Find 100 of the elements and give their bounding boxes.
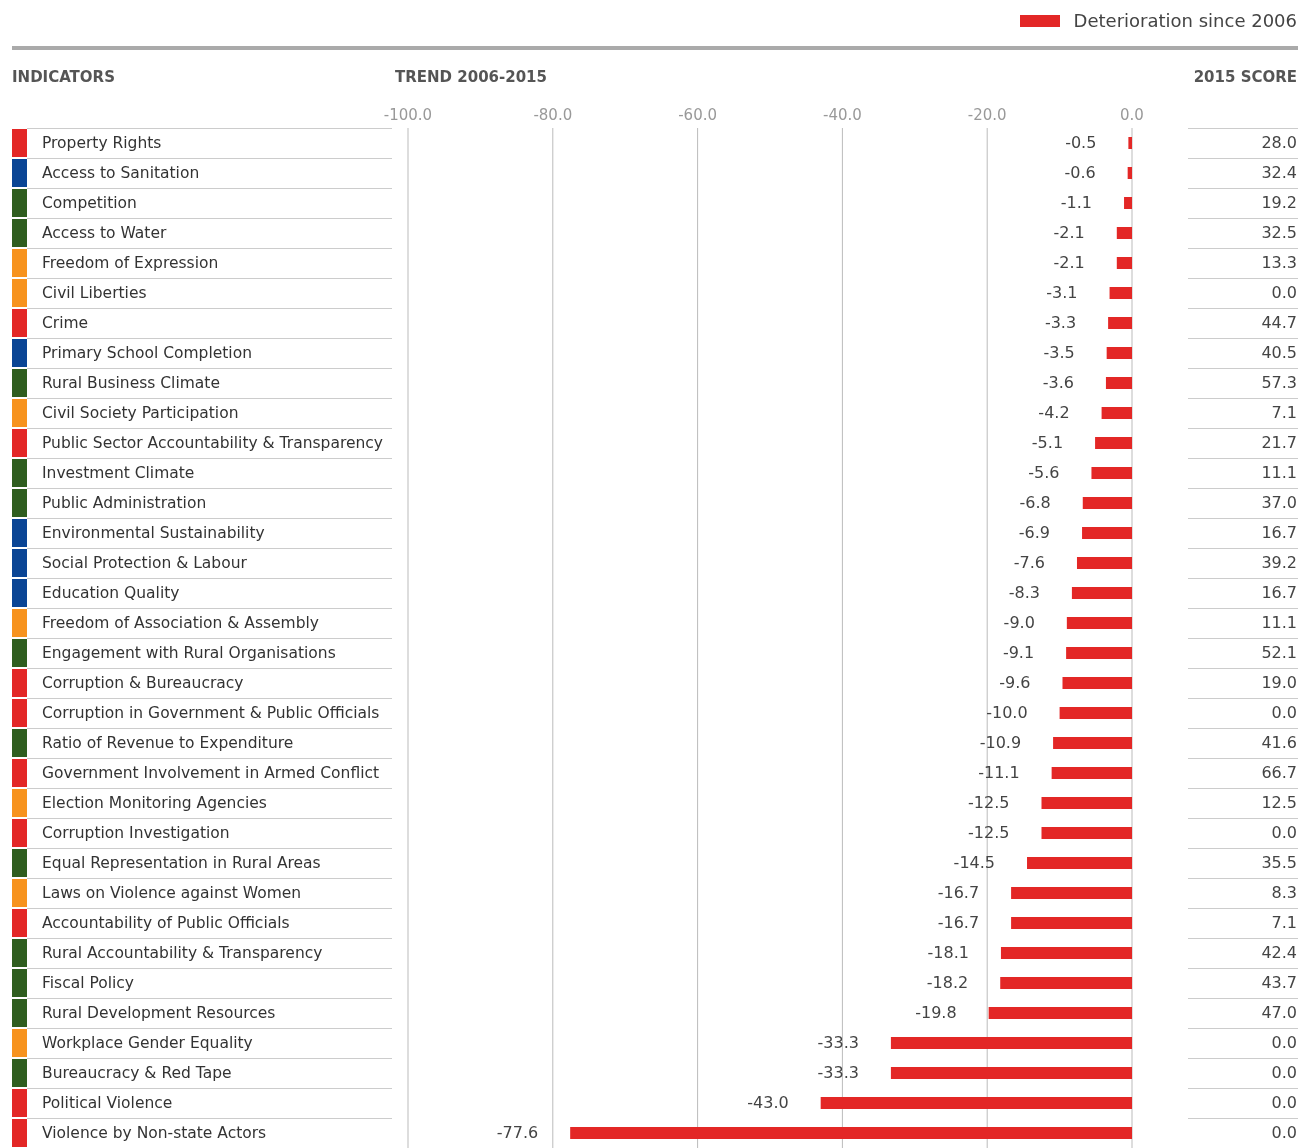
x-tick-label: -80.0 — [533, 106, 573, 124]
data-label: -1.1 — [1060, 193, 1093, 212]
text: 32.5 — [1261, 223, 1297, 242]
data-label: -19.8 — [915, 1003, 957, 1022]
data-label: -9.1 — [1002, 643, 1035, 662]
text: 19.0 — [1261, 673, 1297, 692]
x-tick-label: -20.0 — [967, 106, 1007, 124]
text: 0.0 — [1271, 823, 1297, 842]
y-tick-label: Laws on Violence against Women — [42, 884, 302, 902]
y-tick-label: Rural Development Resources — [42, 1004, 276, 1022]
y-tick-label: Civil Liberties — [42, 284, 147, 302]
y-tick-label: Freedom of Expression — [42, 254, 219, 272]
y-tick-label: Property Rights — [42, 134, 162, 152]
text: 66.7 — [1261, 763, 1297, 782]
legend-label: Deterioration since 2006 — [1072, 10, 1297, 31]
data-label: -33.3 — [817, 1033, 859, 1052]
data-label: -43.0 — [747, 1093, 789, 1112]
y-tick-label: Corruption Investigation — [42, 824, 230, 842]
data-label: -3.1 — [1046, 283, 1078, 302]
data-label: -5.6 — [1028, 463, 1060, 482]
data-label: -2.1 — [1053, 253, 1085, 272]
data-label: -7.6 — [1013, 553, 1045, 572]
text: 44.7 — [1261, 313, 1297, 332]
y-tick-label: Environmental Sustainability — [42, 524, 265, 542]
data-label: -11.1 — [978, 763, 1020, 782]
y-tick-label: Engagement with Rural Organisations — [42, 644, 336, 662]
y-tick-label: Rural Accountability & Transparency — [42, 944, 323, 962]
y-tick-label: Competition — [42, 194, 137, 212]
y-tick-label: Public Sector Accountability & Transparency — [42, 434, 383, 452]
data-label: -10.9 — [979, 733, 1022, 752]
data-label: -12.5 — [968, 793, 1010, 812]
data-label: -5.1 — [1031, 433, 1064, 452]
text: 13.3 — [1261, 253, 1297, 272]
y-tick-label: Crime — [42, 314, 89, 332]
data-label: -3.6 — [1042, 373, 1074, 392]
data-label: -18.1 — [927, 943, 969, 962]
data-label: -6.9 — [1018, 523, 1051, 542]
data-label: -3.5 — [1043, 343, 1075, 362]
text: 0.0 — [1271, 1123, 1297, 1142]
y-tick-label: Public Administration — [42, 494, 207, 512]
text: 7.1 — [1271, 403, 1297, 422]
data-label: -4.2 — [1038, 403, 1070, 422]
y-tick-label: Fiscal Policy — [42, 974, 135, 992]
y-tick-label: Civil Society Participation — [42, 404, 239, 422]
data-label: -77.6 — [496, 1123, 539, 1142]
y-tick-label: Access to Sanitation — [42, 164, 200, 182]
y-tick-label: Education Quality — [42, 584, 180, 602]
y-tick-label: Equal Representation in Rural Areas — [42, 854, 321, 872]
y-tick-label: Political Violence — [42, 1094, 173, 1112]
y-tick-label: Corruption in Government & Public Officials — [42, 704, 380, 722]
text: 0.0 — [1271, 283, 1297, 302]
text: 8.3 — [1271, 883, 1297, 902]
y-tick-label: Freedom of Association & Assembly — [42, 614, 320, 632]
y-tick-label: Election Monitoring Agencies — [42, 794, 267, 812]
data-label: -6.8 — [1019, 493, 1051, 512]
data-label: -12.5 — [968, 823, 1010, 842]
text: 42.4 — [1261, 943, 1297, 962]
x-tick-label: -60.0 — [678, 106, 718, 124]
text: 16.7 — [1261, 523, 1297, 542]
data-label: -16.7 — [937, 913, 980, 932]
data-label: -0.6 — [1064, 163, 1096, 182]
data-label: -10.0 — [986, 703, 1028, 722]
data-label: -8.3 — [1008, 583, 1040, 602]
y-tick-label: Corruption & Bureaucracy — [42, 674, 244, 692]
x-tick-label: -100.0 — [383, 106, 433, 124]
y-tick-label: Rural Business Climate — [42, 374, 220, 392]
text: 41.6 — [1261, 733, 1297, 752]
text: 0.0 — [1271, 1033, 1297, 1052]
text: 32.4 — [1261, 163, 1297, 182]
data-label: -16.7 — [937, 883, 980, 902]
data-label: -9.0 — [1003, 613, 1035, 632]
data-label: -9.6 — [999, 673, 1031, 692]
y-tick-label: Social Protection & Labour — [42, 554, 248, 572]
text: 11.1 — [1261, 463, 1297, 482]
data-label: -14.5 — [953, 853, 996, 872]
text: 11.1 — [1261, 613, 1297, 632]
text: 16.7 — [1261, 583, 1297, 602]
data-label: -18.2 — [926, 973, 969, 992]
text: 47.0 — [1261, 1003, 1297, 1022]
text: 0.0 — [1271, 1063, 1297, 1082]
y-tick-label: Accountability of Public Officials — [42, 914, 290, 932]
y-tick-label: Investment Climate — [42, 464, 195, 482]
text: 40.5 — [1261, 343, 1297, 362]
y-tick-label: Violence by Non-state Actors — [42, 1124, 267, 1142]
y-tick-label: Ratio of Revenue to Expenditure — [42, 734, 294, 752]
text: 52.1 — [1261, 643, 1297, 662]
y-tick-label: Access to Water — [42, 224, 167, 242]
text: 2015 SCORE — [1193, 68, 1297, 86]
data-label: -2.1 — [1053, 223, 1085, 242]
text: 28.0 — [1261, 133, 1297, 152]
data-label: -33.3 — [817, 1063, 859, 1082]
text: 35.5 — [1261, 853, 1297, 872]
text: 43.7 — [1261, 973, 1297, 992]
y-tick-label: Workplace Gender Equality — [42, 1034, 253, 1052]
text: 57.3 — [1261, 373, 1297, 392]
data-label: -0.5 — [1065, 133, 1097, 152]
text: 12.5 — [1261, 793, 1297, 812]
text: 19.2 — [1261, 193, 1297, 212]
text: 21.7 — [1261, 433, 1297, 452]
chart-title: TREND 2006-2015 — [395, 68, 547, 86]
